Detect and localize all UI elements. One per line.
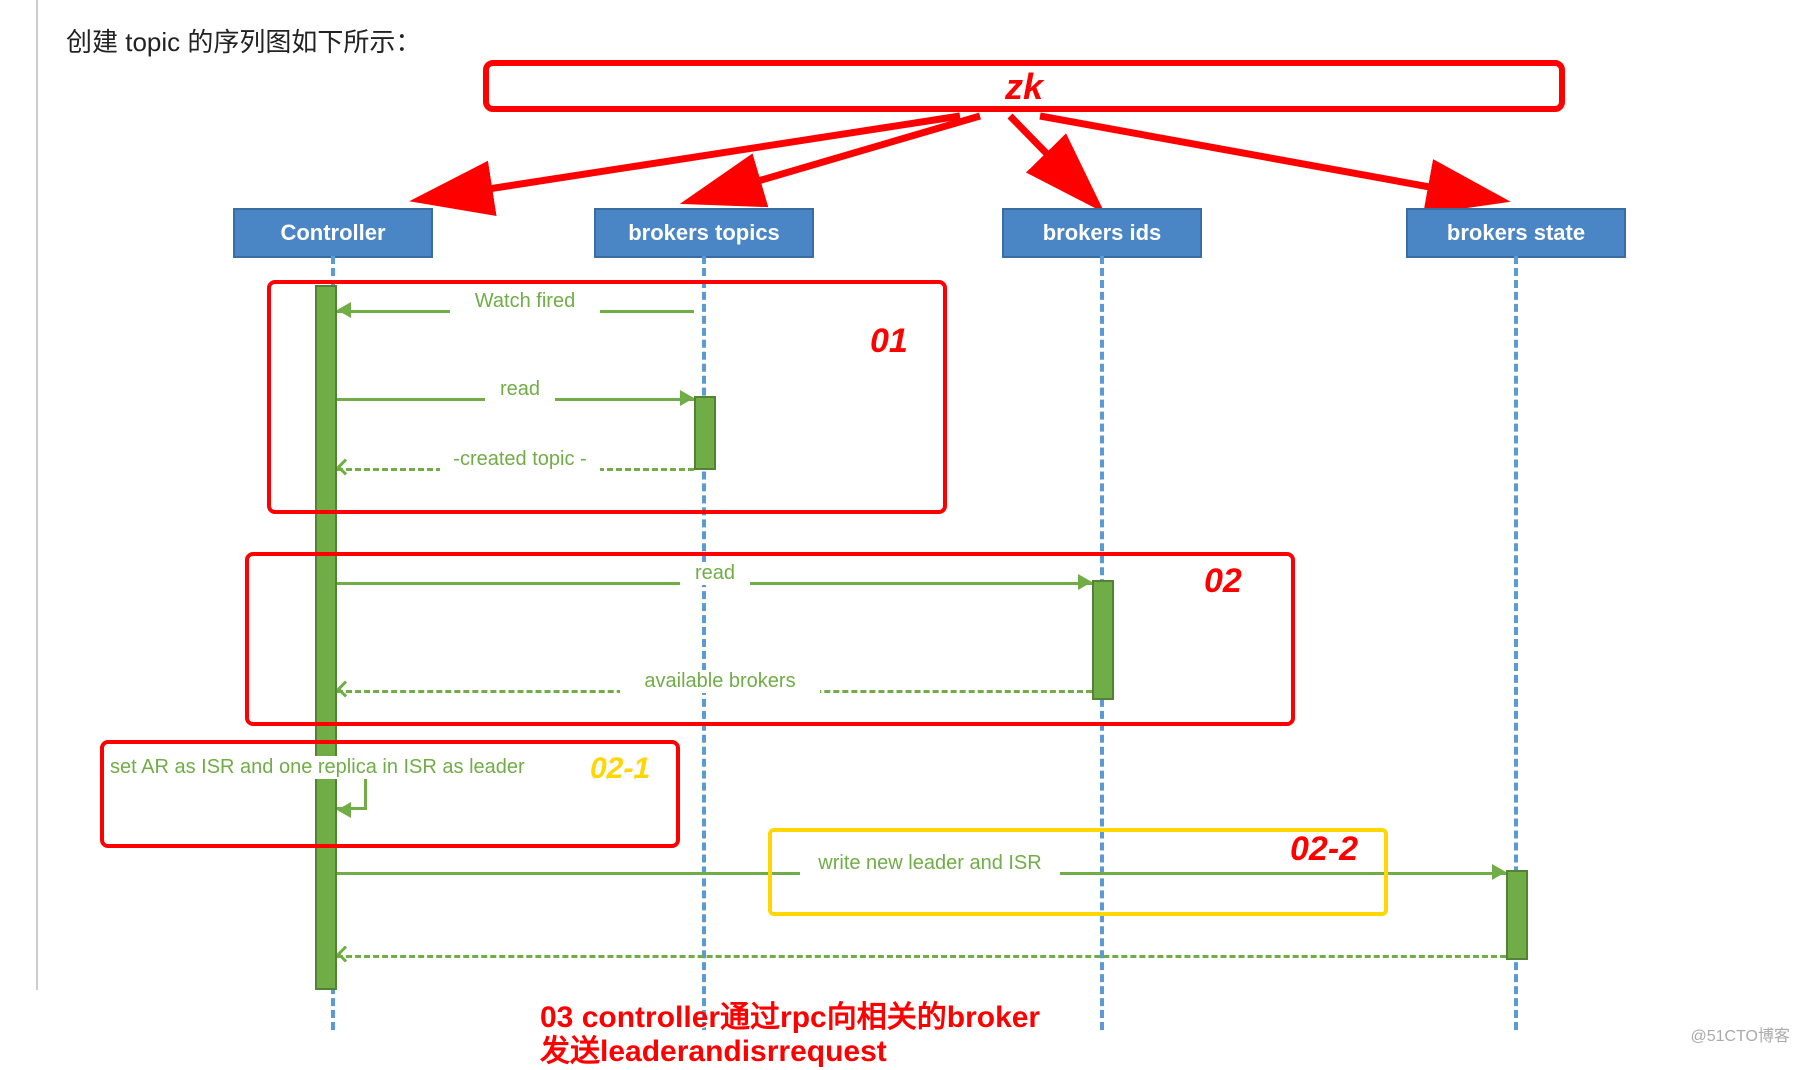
anno-box-01: [267, 280, 947, 514]
msg-return-state-arrow: [337, 946, 354, 963]
page-title: 创建 topic 的序列图如下所示：: [66, 22, 421, 59]
anno-box-02: [245, 552, 1295, 726]
watermark: @51CTO博客: [1690, 1022, 1790, 1046]
anno-label-01: 01: [870, 322, 908, 361]
footer-line-2: 发送leaderandisrrequest: [540, 1026, 887, 1070]
participant-brokers-ids: brokers ids: [1002, 208, 1202, 258]
zk-box: zk: [483, 60, 1565, 112]
diagram-canvas: 创建 topic 的序列图如下所示： zk Controller brokers…: [0, 0, 1802, 1054]
msg-write-leader-arrow: [1492, 864, 1506, 880]
msg-return-state-line: [337, 955, 1506, 958]
activation-brokers-state: [1506, 870, 1528, 960]
anno-label-02-2: 02-2: [1290, 830, 1358, 869]
anno-label-02: 02: [1204, 562, 1242, 601]
participant-brokers-state: brokers state: [1406, 208, 1626, 258]
participant-brokers-topics: brokers topics: [594, 208, 814, 258]
page-left-border: [36, 0, 38, 990]
zk-label: zk: [1005, 66, 1043, 107]
participant-controller: Controller: [233, 208, 433, 258]
anno-label-02-1: 02-1: [590, 752, 650, 786]
